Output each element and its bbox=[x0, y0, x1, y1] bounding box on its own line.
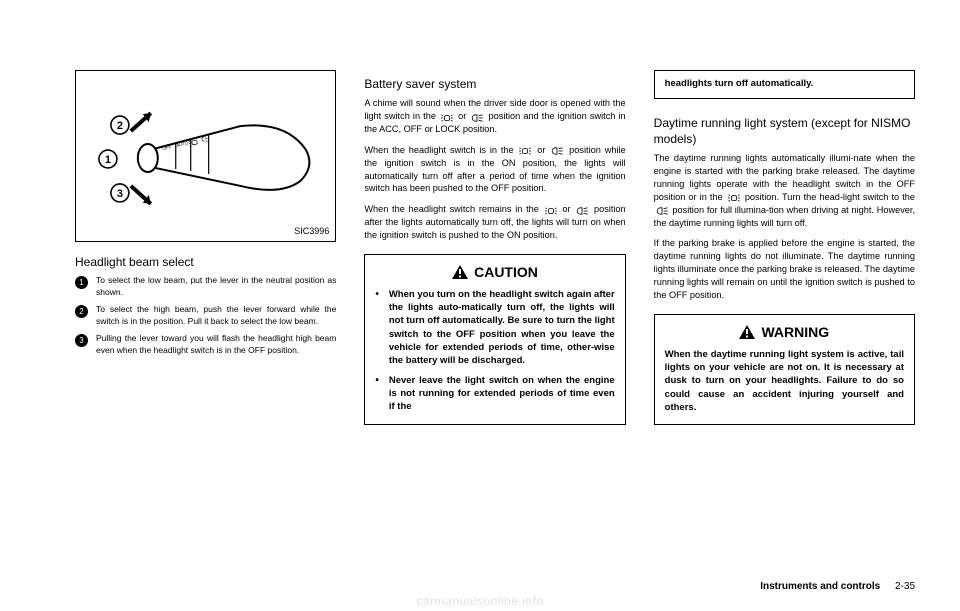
caution-bullet-1: • When you turn on the headlight switch … bbox=[375, 288, 614, 368]
p3a: When the headlight switch remains in the bbox=[364, 204, 542, 214]
svg-text:2: 2 bbox=[117, 120, 123, 132]
footer-page-number: 2-35 bbox=[895, 581, 915, 592]
column-middle: Battery saver system A chime will sound … bbox=[364, 70, 625, 565]
beam-step-3: 3 Pulling the lever toward you will flas… bbox=[75, 333, 336, 356]
headlight-lever-figure: OFF AUTO bbox=[75, 70, 336, 242]
caution-triangle-icon bbox=[452, 265, 468, 279]
caution-text-1: When you turn on the headlight switch ag… bbox=[389, 288, 615, 368]
daytime-p1: The daytime running lights automatically… bbox=[654, 152, 915, 229]
step-text-3: Pulling the lever toward you will flash … bbox=[96, 333, 336, 356]
battery-p3: When the headlight switch remains in the… bbox=[364, 203, 625, 242]
parking-light-icon bbox=[439, 113, 455, 121]
caution-header: CAUTION bbox=[375, 263, 614, 282]
lever-illustration: OFF AUTO bbox=[76, 71, 335, 241]
svg-text:1: 1 bbox=[105, 154, 111, 166]
bullet-dot-icon: • bbox=[375, 374, 379, 414]
headlight-icon bbox=[469, 113, 485, 121]
figure-caption: SIC3996 bbox=[294, 225, 329, 237]
column-right: headlights turn off automatically. Dayti… bbox=[654, 70, 915, 565]
warning-text: When the daytime running light system is… bbox=[665, 348, 904, 414]
caution-text-2: Never leave the light switch on when the… bbox=[389, 374, 615, 414]
step-number-1: 1 bbox=[75, 276, 88, 289]
footer-section: Instruments and controls bbox=[760, 581, 880, 592]
headlight-beam-title: Headlight beam select bbox=[75, 254, 336, 270]
column-left: OFF AUTO bbox=[75, 70, 336, 565]
page-footer: Instruments and controls 2-35 bbox=[760, 580, 915, 594]
page-content: OFF AUTO bbox=[75, 70, 915, 565]
caution-continuation-box: headlights turn off automatically. bbox=[654, 70, 915, 99]
battery-p1: A chime will sound when the driver side … bbox=[364, 97, 625, 136]
bullet-dot-icon: • bbox=[375, 288, 379, 368]
headlight-icon bbox=[549, 146, 565, 154]
headlight-icon bbox=[654, 206, 670, 214]
battery-p2: When the headlight switch is in the or p… bbox=[364, 144, 625, 196]
headlight-icon bbox=[574, 206, 590, 214]
beam-step-1: 1 To select the low beam, put the lever … bbox=[75, 275, 336, 298]
svg-text:3: 3 bbox=[117, 188, 123, 200]
d1c: position for full illumina-tion when dri… bbox=[654, 205, 915, 228]
step-number-3: 3 bbox=[75, 334, 88, 347]
watermark: carmanualsonline.info bbox=[416, 593, 543, 609]
parking-light-icon bbox=[517, 146, 533, 154]
caution-bullet-2: • Never leave the light switch on when t… bbox=[375, 374, 614, 414]
warning-label: WARNING bbox=[761, 323, 829, 342]
beam-step-2: 2 To select the high beam, push the leve… bbox=[75, 304, 336, 327]
d1b: position. Turn the head-light switch to … bbox=[742, 192, 915, 202]
p2b: or bbox=[533, 145, 549, 155]
daytime-p2: If the parking brake is applied before t… bbox=[654, 237, 915, 301]
warning-box: WARNING When the daytime running light s… bbox=[654, 314, 915, 425]
p3b: or bbox=[559, 204, 575, 214]
p1b: or bbox=[455, 111, 469, 121]
p2a: When the headlight switch is in the bbox=[364, 145, 517, 155]
step-text-2: To select the high beam, push the lever … bbox=[96, 304, 336, 327]
parking-light-icon bbox=[726, 193, 742, 201]
warning-triangle-icon bbox=[739, 325, 755, 339]
caution-box: CAUTION • When you turn on the headlight… bbox=[364, 254, 625, 425]
parking-light-icon bbox=[543, 206, 559, 214]
daytime-title: Daytime running light system (except for… bbox=[654, 115, 915, 147]
battery-saver-title: Battery saver system bbox=[364, 76, 625, 92]
caution-label: CAUTION bbox=[474, 263, 538, 282]
step-text-1: To select the low beam, put the lever in… bbox=[96, 275, 336, 298]
caution-continuation-text: headlights turn off automatically. bbox=[665, 78, 904, 91]
warning-header: WARNING bbox=[665, 323, 904, 342]
step-number-2: 2 bbox=[75, 305, 88, 318]
